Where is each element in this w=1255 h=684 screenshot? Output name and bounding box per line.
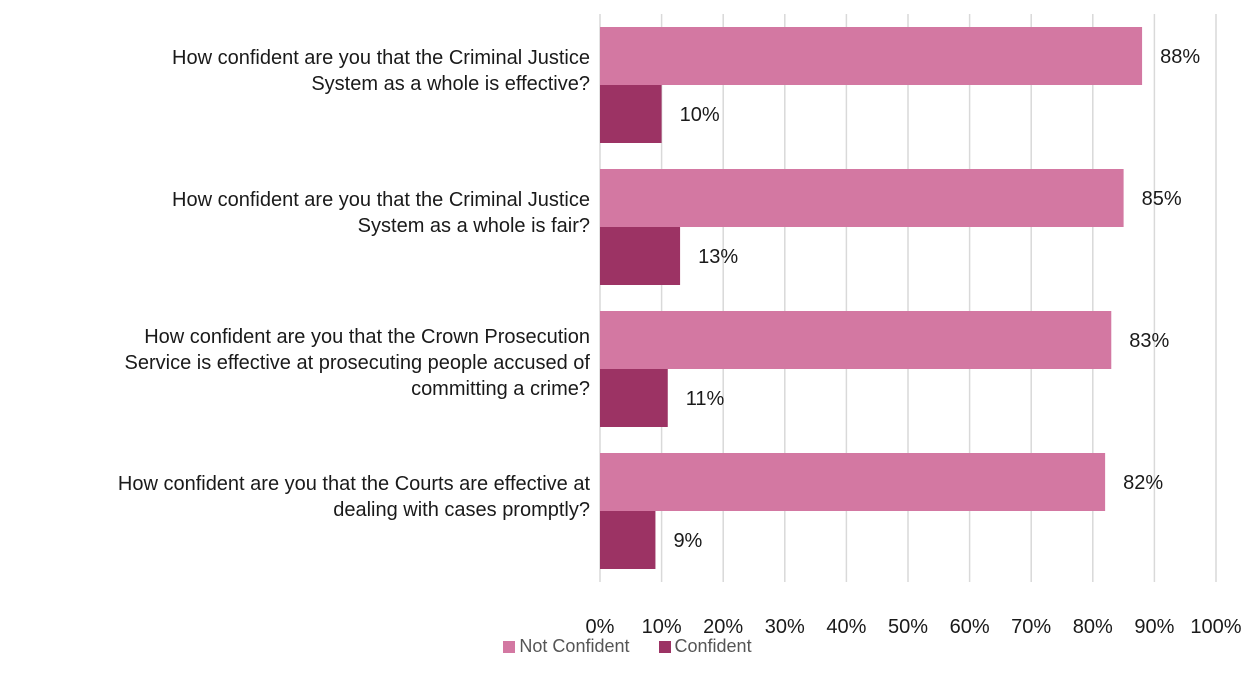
category-label-line: System as a whole is effective? bbox=[311, 73, 590, 95]
x-tick-label: 100% bbox=[1190, 616, 1241, 638]
legend-item-confident: Confident bbox=[658, 636, 752, 657]
x-axis-tick-labels: 0% 10% 20% 30% 40% 50% 60% 70% 80% 90% 100% bbox=[586, 616, 1242, 638]
x-tick-label: 30% bbox=[765, 616, 805, 638]
x-tick-label: 40% bbox=[826, 616, 866, 638]
data-label: 82% bbox=[1123, 472, 1163, 494]
data-label: 88% bbox=[1160, 46, 1200, 68]
category-label: How confident are you that the Criminal … bbox=[0, 45, 590, 97]
x-tick-label: 50% bbox=[888, 616, 928, 638]
category-label-line: committing a crime? bbox=[411, 378, 590, 400]
bar-not-confident bbox=[600, 27, 1143, 85]
data-label: 85% bbox=[1142, 188, 1182, 210]
bar-confident bbox=[600, 85, 662, 143]
value-labels: 88% 10% 85% 13% 83% 11% 82% 9% bbox=[673, 46, 1200, 552]
category-label-line: dealing with cases promptly? bbox=[333, 499, 590, 521]
legend-item-not-confident: Not Confident bbox=[503, 636, 630, 657]
bar-confident bbox=[600, 369, 668, 427]
x-tick-label: 90% bbox=[1134, 616, 1174, 638]
data-label: 10% bbox=[680, 104, 720, 126]
legend-swatch-not-confident bbox=[503, 640, 516, 653]
legend-label-confident: Confident bbox=[674, 636, 752, 656]
x-tick-label: 20% bbox=[703, 616, 743, 638]
category-label-line: Service is effective at prosecuting peop… bbox=[124, 352, 590, 374]
bar-not-confident bbox=[600, 169, 1124, 227]
legend-label-not-confident: Not Confident bbox=[519, 636, 630, 656]
x-tick-label: 70% bbox=[1011, 616, 1051, 638]
category-label-line: How confident are you that the Criminal … bbox=[172, 189, 590, 211]
category-label-line: How confident are you that the Criminal … bbox=[172, 47, 590, 69]
x-tick-label: 10% bbox=[642, 616, 682, 638]
bar-confident bbox=[600, 227, 681, 285]
data-label: 9% bbox=[673, 530, 702, 552]
x-tick-label: 80% bbox=[1073, 616, 1113, 638]
data-label: 11% bbox=[686, 388, 725, 410]
category-label: How confident are you that the Criminal … bbox=[0, 187, 590, 239]
bar-confident bbox=[600, 511, 656, 569]
category-label-line: How confident are you that the Crown Pro… bbox=[144, 326, 590, 348]
category-label-line: How confident are you that the Courts ar… bbox=[117, 473, 590, 495]
bars bbox=[600, 27, 1143, 569]
legend: Not Confident Confident bbox=[0, 636, 1255, 658]
bar-not-confident bbox=[600, 453, 1106, 511]
bar-not-confident bbox=[600, 311, 1112, 369]
x-tick-label: 60% bbox=[950, 616, 990, 638]
category-label: How confident are you that the Courts ar… bbox=[0, 471, 590, 523]
category-label-line: System as a whole is fair? bbox=[357, 215, 590, 237]
category-label: How confident are you that the Crown Pro… bbox=[0, 324, 590, 402]
x-tick-label: 0% bbox=[586, 616, 615, 638]
legend-swatch-confident bbox=[658, 640, 671, 653]
data-label: 83% bbox=[1129, 330, 1169, 352]
data-label: 13% bbox=[698, 246, 738, 268]
